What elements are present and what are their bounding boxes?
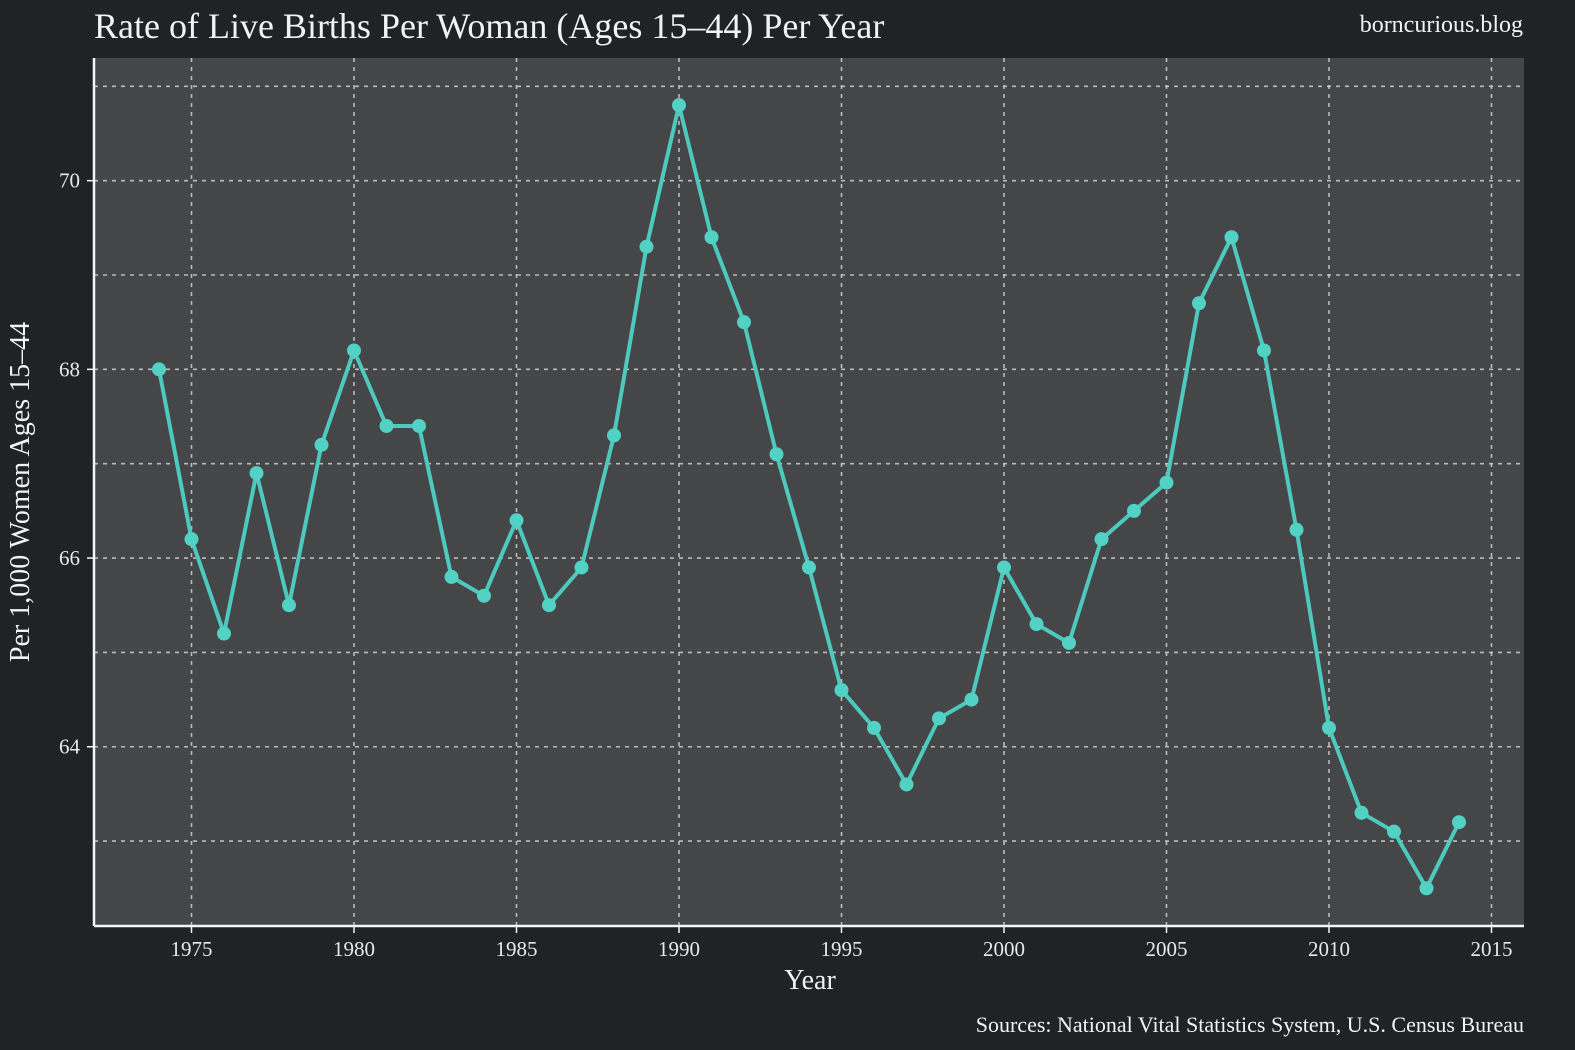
- data-point: [1224, 230, 1239, 245]
- x-tick-label: 2015: [1471, 937, 1513, 961]
- data-point: [1062, 635, 1076, 650]
- data-point: [834, 683, 849, 698]
- data-point: [444, 569, 459, 584]
- x-tick-label: 1975: [171, 937, 213, 961]
- x-tick-label: 2010: [1308, 937, 1350, 961]
- data-point: [607, 428, 621, 443]
- data-point: [932, 711, 946, 726]
- y-tick-label: 64: [59, 735, 81, 759]
- data-point: [314, 437, 329, 452]
- data-point: [1452, 815, 1466, 830]
- data-point: [899, 777, 914, 792]
- x-tick-label: 1985: [496, 937, 538, 961]
- data-point: [1029, 617, 1044, 632]
- data-series: [152, 98, 1466, 896]
- chart-title: Rate of Live Births Per Woman (Ages 15–4…: [94, 6, 884, 46]
- x-tick-label: 2005: [1146, 937, 1188, 961]
- data-point: [574, 560, 589, 575]
- x-tick-label: 1990: [658, 937, 700, 961]
- source-note: Sources: National Vital Statistics Syste…: [976, 1012, 1524, 1037]
- data-point: [1322, 720, 1336, 735]
- data-point: [1419, 881, 1434, 896]
- grid: [94, 58, 1524, 926]
- ticks: 1975 1980 1985 1990 1995 2000 2005 2010 2015 64 66…: [59, 169, 1513, 961]
- data-point: [1257, 343, 1271, 358]
- x-tick-label: 1980: [333, 937, 375, 961]
- data-point: [1289, 522, 1304, 537]
- data-point: [152, 362, 166, 377]
- data-point: [542, 598, 556, 613]
- data-point: [412, 418, 426, 433]
- data-point: [1159, 475, 1174, 490]
- y-tick-label: 66: [59, 546, 80, 570]
- data-point: [639, 239, 654, 254]
- data-point: [802, 560, 816, 575]
- data-point: [1192, 296, 1206, 311]
- data-point: [1094, 532, 1109, 547]
- data-point: [997, 560, 1011, 575]
- watermark: borncurious.blog: [1360, 12, 1523, 38]
- y-axis-label: Per 1,000 Women Ages 15–44: [5, 322, 36, 662]
- data-point: [704, 230, 719, 245]
- data-point: [1354, 805, 1369, 820]
- data-point: [477, 588, 491, 603]
- data-point: [737, 315, 751, 330]
- data-point: [1127, 503, 1141, 518]
- data-point: [867, 720, 881, 735]
- x-tick-label: 2000: [983, 937, 1025, 961]
- data-point: [282, 598, 296, 613]
- data-point: [379, 418, 394, 433]
- data-point: [1387, 824, 1401, 839]
- data-point: [217, 626, 231, 641]
- data-point: [964, 692, 979, 707]
- plot-area: [94, 58, 1524, 926]
- y-tick-label: 68: [59, 357, 80, 381]
- data-point: [347, 343, 361, 358]
- data-point: [769, 447, 784, 462]
- data-point: [509, 513, 524, 528]
- data-point: [184, 532, 199, 547]
- x-axis-label: Year: [784, 965, 836, 996]
- data-point: [672, 98, 686, 113]
- data-point: [249, 466, 264, 481]
- y-tick-label: 70: [59, 169, 80, 193]
- x-tick-label: 1995: [821, 937, 863, 961]
